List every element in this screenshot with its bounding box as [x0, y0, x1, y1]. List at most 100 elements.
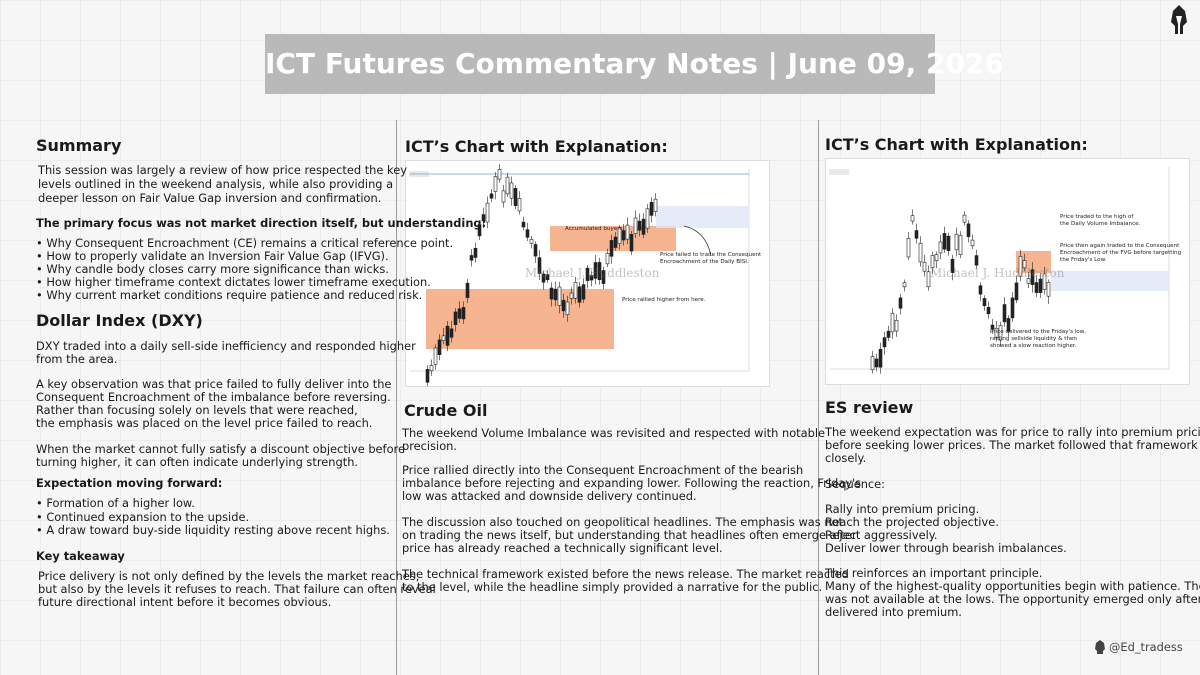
- bullet: • Why candle body closes carry more sign…: [36, 262, 389, 276]
- decor: [874, 358, 879, 368]
- decor: [457, 308, 462, 319]
- decor: [886, 330, 891, 338]
- annotation: Price delivered to the Friday's low,: [990, 329, 1087, 335]
- decor: [605, 253, 610, 265]
- annotation: Encroachment of the FVG before targettin…: [1060, 250, 1182, 256]
- text-line: on trading the news itself, but understa…: [402, 528, 857, 542]
- text-line: from the area.: [36, 352, 118, 366]
- decor: [469, 255, 474, 261]
- decor: [922, 261, 927, 272]
- decor: [429, 365, 434, 372]
- section-heading: Summary: [36, 136, 122, 155]
- decor: [966, 223, 971, 237]
- decor: [942, 233, 947, 250]
- text-line: Consequent Encroachment of the imbalance…: [36, 390, 391, 404]
- text-line: A key observation was that price failed …: [36, 377, 392, 391]
- text-line: The weekend expectation was for price to…: [825, 425, 1200, 439]
- decor: [946, 235, 951, 252]
- decor: [505, 176, 510, 195]
- decor: [557, 286, 562, 306]
- title: ICT Futures Commentary Notes | June 09, …: [265, 34, 1004, 94]
- bullet: • How to properly validate an Inversion …: [36, 249, 389, 263]
- text-line: The discussion also touched on geopoliti…: [402, 515, 843, 529]
- decor: [906, 238, 911, 258]
- text-line: price has already reached a technically …: [402, 541, 723, 555]
- decor: [683, 225, 712, 257]
- section-heading: ICT’s Chart with Explanation:: [825, 135, 1088, 154]
- decor: [493, 176, 498, 192]
- decor: [593, 262, 598, 279]
- decor: [914, 230, 919, 239]
- text-line: Rather than focusing solely on levels th…: [36, 403, 358, 417]
- decor: [1010, 297, 1015, 319]
- decor: [1026, 278, 1031, 284]
- decor: [656, 206, 748, 228]
- bullet: • A draw toward buy-side liquidity resti…: [36, 523, 390, 537]
- text-line: The weekend Volume Imbalance was revisit…: [402, 426, 826, 440]
- decor: [938, 241, 943, 254]
- decor: [653, 198, 658, 212]
- text-line: Reach the projected objective.: [825, 515, 999, 529]
- text-line: precision.: [402, 439, 458, 453]
- bullet: • How higher timeframe context dictates …: [36, 275, 431, 289]
- text-line: the emphasis was placed on the level pri…: [36, 416, 373, 430]
- annotation: raiding sellside liquidity & then: [990, 336, 1077, 342]
- decor: [445, 325, 450, 346]
- footer-icon: [1095, 640, 1105, 654]
- decor: [1046, 282, 1051, 297]
- annotation: Accumulated buyers.: [565, 226, 625, 232]
- text-line: Rally into premium pricing.: [825, 502, 980, 516]
- label: Key takeaway: [36, 549, 125, 563]
- decor: [477, 224, 482, 237]
- decor: [521, 221, 526, 228]
- text-line: DXY traded into a daily sell-side ineffi…: [36, 339, 416, 353]
- decor: [585, 267, 590, 281]
- watermark: Michael J. Huddleston: [930, 266, 1065, 280]
- decor: [894, 320, 899, 332]
- decor: [553, 288, 558, 301]
- decor: [449, 328, 454, 338]
- decor: [918, 242, 923, 263]
- text-line: levels outlined in the weekend analysis,…: [38, 177, 394, 191]
- decor: [958, 235, 963, 255]
- label: The primary focus was not market directi…: [36, 216, 487, 230]
- decor: [533, 244, 538, 257]
- decor: [970, 239, 975, 247]
- decor: [453, 311, 458, 325]
- decor: [545, 274, 550, 281]
- section-heading: ES review: [825, 398, 914, 417]
- decor: [513, 188, 518, 206]
- decor: [437, 339, 442, 355]
- text-line: Price delivery is not only defined by th…: [38, 569, 420, 583]
- watermark: Michael J. Huddleston: [525, 266, 660, 280]
- decor: [489, 193, 494, 199]
- section-heading: Crude Oil: [404, 401, 488, 420]
- decor: [433, 347, 438, 365]
- decor: [537, 257, 542, 274]
- text-line: low was attacked and downside delivery c…: [402, 489, 697, 503]
- text-line: was not available at the lows. The oppor…: [825, 592, 1200, 606]
- text-line: This reinforces an important principle.: [825, 566, 1043, 580]
- decor: [998, 325, 1003, 341]
- decor: [950, 259, 955, 273]
- decor: [565, 301, 570, 315]
- decor: [597, 262, 602, 280]
- decor: [994, 327, 999, 338]
- decor: [509, 182, 514, 199]
- annotation: Price then again traded to the Consequen…: [1060, 243, 1180, 249]
- decor: [1030, 269, 1035, 285]
- decor: [1018, 256, 1023, 277]
- text-line: turning higher, it can often indicate un…: [36, 455, 359, 469]
- section-heading: Dollar Index (DXY): [36, 311, 203, 330]
- text-line: but also by the levels it refuses to rea…: [38, 582, 436, 596]
- text-line: Reject aggressively.: [825, 528, 938, 542]
- decor: [473, 247, 478, 258]
- decor: [481, 214, 486, 222]
- decor: [962, 214, 967, 223]
- decor: [1038, 278, 1043, 293]
- es-chart: [825, 158, 1190, 385]
- text-line: before seeking lower prices. The market …: [825, 438, 1198, 452]
- decor: [641, 218, 646, 235]
- decor: [926, 271, 931, 288]
